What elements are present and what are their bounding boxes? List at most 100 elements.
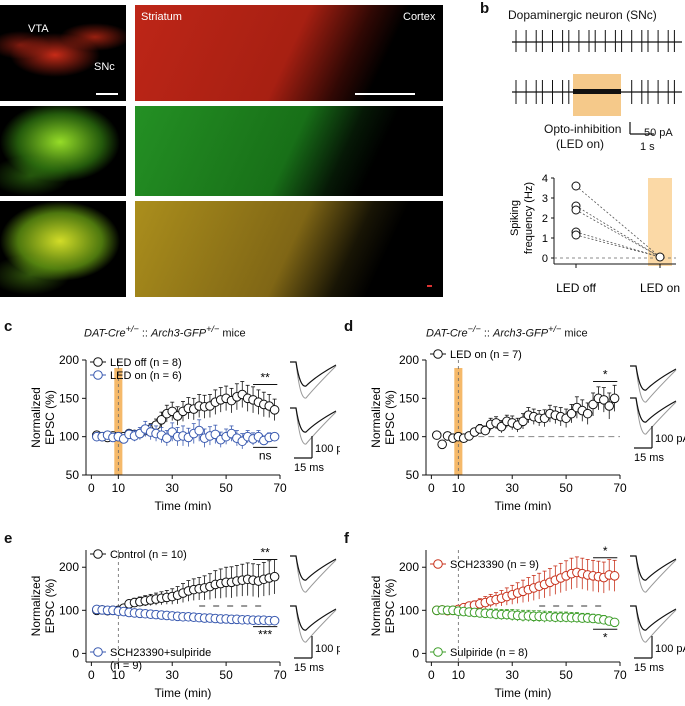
panel-e-label: e (4, 530, 13, 547)
y-tick-label: 100 (399, 430, 419, 444)
micro-vta-red: VTA SNc (0, 5, 126, 101)
legend-label: LED on (n = 6) (110, 370, 182, 382)
legend-marker (93, 549, 103, 559)
x-tick-label: 30 (166, 481, 180, 495)
data-point (588, 399, 598, 410)
red-fluorescence (135, 5, 443, 101)
data-point (269, 431, 280, 442)
data-point (156, 415, 167, 425)
data-point (437, 439, 447, 450)
data-point (162, 433, 172, 443)
panel-c-title: DAT-Cre+/− :: Arch3-GFP+/− mice (84, 324, 246, 340)
y-tick-label: 150 (59, 391, 79, 405)
y-tick-label: 2 (542, 213, 548, 225)
pair-line (575, 185, 661, 258)
panel-b-title: Dopaminergic neuron (SNc) (508, 8, 657, 22)
y-axis-label: Normalized (29, 576, 43, 637)
chart-e: Normalized EPSC (%) 0 100 200 0 10 30 50 70 Time (… (29, 545, 340, 700)
x-tick-label: 30 (506, 481, 520, 495)
y-axis-label: EPSC (%) (43, 390, 57, 445)
scale-label-ms: 15 ms (634, 662, 664, 674)
reporter-name: Arch3-GFP (151, 327, 207, 340)
y-tick-label: 100 (59, 603, 79, 617)
micro-striatum-red: Striatum Cortex (135, 5, 443, 101)
x-tick-label: 0 (88, 668, 95, 682)
epsc-trace-before (630, 605, 677, 631)
significance-label: ** (261, 371, 271, 385)
panel-d-label: d (344, 318, 354, 335)
significance-label: *** (258, 628, 272, 642)
genotype-name: DAT-Cre (426, 327, 468, 340)
y-tick-label: 4 (542, 173, 548, 185)
opto-label-2: (LED on) (556, 137, 605, 151)
panel-f-label: f (344, 530, 349, 547)
x-tick-label: LED off (556, 281, 596, 295)
data-point (655, 252, 665, 262)
snc-label: SNc (94, 61, 115, 73)
reporter-name: Arch3-GFP (493, 327, 549, 340)
significance-label: * (603, 544, 608, 558)
legend-marker (433, 559, 443, 569)
y-tick-label: 150 (399, 391, 419, 405)
x-axis-label: Time (min) (155, 499, 212, 510)
led-shading (648, 178, 672, 266)
data-point (571, 230, 581, 240)
scale-label-ms: 15 ms (634, 452, 664, 464)
led-shading (573, 74, 621, 116)
legend-label: SCH23390 (n = 9) (450, 559, 539, 571)
legend-marker (93, 370, 103, 380)
epsc-trace-after (290, 361, 337, 399)
epsc-trace-after (290, 605, 337, 643)
panel-c-label: c (4, 318, 13, 335)
scale-label-pa: 50 pA (644, 127, 673, 139)
genotype-sup: +/− (125, 324, 139, 334)
cortex-label: Cortex (403, 11, 436, 23)
title-tail: mice (219, 327, 246, 340)
epsc-trace-before (290, 605, 337, 631)
chart-c: Normalized EPSC (%) 50 100 150 200 0 10 30 50 70 Ti… (29, 353, 340, 510)
scale-bar (355, 93, 415, 95)
y-axis-label: Normalized (29, 387, 43, 448)
significance-label: ** (261, 545, 271, 559)
data-point (566, 408, 577, 419)
epsc-trace-after (630, 555, 677, 593)
epsc-trace-before (630, 365, 677, 391)
epsc-trace-after (630, 605, 677, 643)
x-axis-label: Time (min) (495, 686, 552, 700)
y-axis-label: EPSC (%) (43, 579, 57, 634)
y-tick-label: 0 (412, 646, 419, 660)
y-tick-label: 50 (66, 468, 80, 482)
x-tick-label: 0 (428, 668, 435, 682)
x-tick-label: 70 (273, 668, 287, 682)
significance-label: * (603, 630, 608, 644)
y-tick-label: 200 (399, 353, 419, 367)
vta-label: VTA (28, 23, 49, 35)
pair-line (575, 205, 661, 258)
legend-marker (93, 647, 103, 657)
x-tick-label: 30 (506, 668, 520, 682)
x-tick-label: 30 (166, 668, 180, 682)
data-point (431, 430, 442, 440)
merge-fluorescence (0, 201, 126, 297)
y-axis-label: Spiking (509, 200, 521, 236)
x-tick-label: 50 (559, 668, 573, 682)
data-point (609, 571, 620, 581)
y-axis-label: EPSC (%) (383, 390, 397, 445)
scale-label-ms: 15 ms (294, 462, 324, 474)
epsc-trace-before (290, 407, 337, 433)
legend-marker (433, 349, 443, 359)
micro-striatum-merge (135, 201, 443, 297)
legend-label: Sulpiride (n = 8) (450, 647, 528, 659)
legend-marker (93, 357, 103, 367)
epsc-trace-before (290, 555, 337, 581)
panel-b-label: b (480, 0, 490, 17)
epsc-trace-after (290, 555, 337, 593)
red-fluorescence (0, 5, 126, 101)
epsc-trace-before (630, 397, 677, 423)
legend-label: Control (n = 10) (110, 549, 187, 561)
scale-label-pa: 100 pA (655, 643, 685, 655)
epsc-trace-after (630, 365, 677, 403)
x-tick-label: 10 (112, 668, 126, 682)
x-tick-label: 10 (452, 481, 466, 495)
micro-vta-merge (0, 201, 126, 297)
